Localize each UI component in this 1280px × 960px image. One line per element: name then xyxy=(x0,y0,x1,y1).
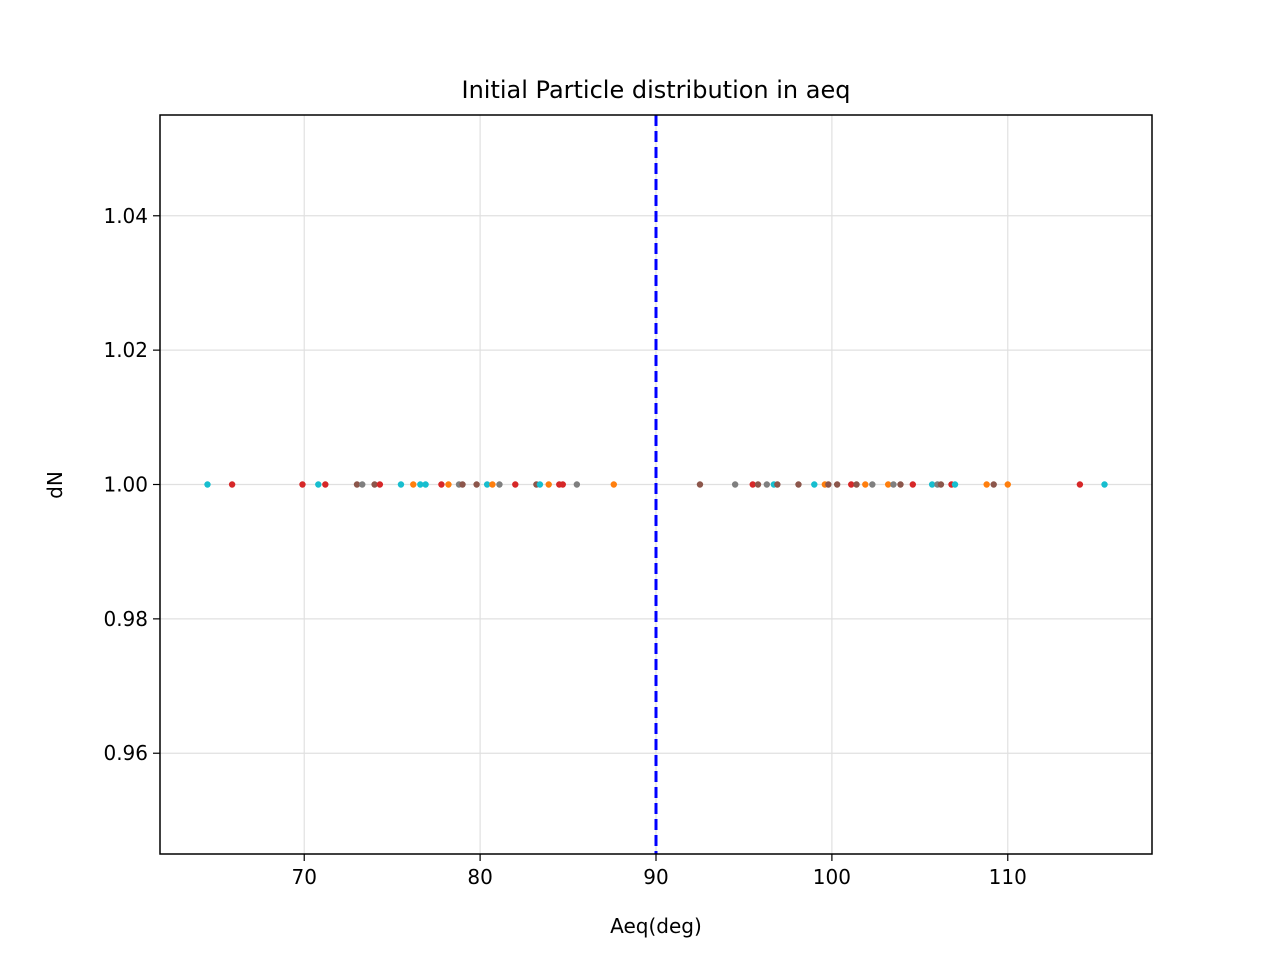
data-point xyxy=(990,481,997,488)
data-point xyxy=(422,481,429,488)
chart-title: Initial Particle distribution in aeq xyxy=(462,76,851,104)
data-point xyxy=(884,481,892,488)
data-point xyxy=(951,481,959,488)
data-point xyxy=(473,481,480,488)
data-point xyxy=(359,481,366,488)
data-point xyxy=(754,481,762,488)
data-point xyxy=(749,481,756,488)
data-point xyxy=(371,481,378,488)
y-tick-label: 1.00 xyxy=(103,473,148,497)
data-point xyxy=(1101,481,1108,488)
data-point xyxy=(299,481,306,488)
data-point xyxy=(459,481,466,488)
x-tick-label: 90 xyxy=(643,865,668,889)
data-point xyxy=(1076,481,1084,488)
data-point xyxy=(438,481,445,488)
x-tick-label: 110 xyxy=(989,865,1027,889)
data-point xyxy=(322,481,329,488)
y-tick-label: 1.04 xyxy=(103,204,148,228)
data-point xyxy=(869,481,876,488)
data-point xyxy=(483,481,491,488)
data-point xyxy=(763,481,771,488)
data-point xyxy=(983,481,990,488)
y-tick-label: 1.02 xyxy=(103,338,148,362)
data-point xyxy=(862,481,869,488)
data-point xyxy=(731,481,739,488)
data-point xyxy=(512,481,519,488)
data-point xyxy=(376,481,384,488)
x-tick-label: 80 xyxy=(467,865,492,889)
data-point xyxy=(545,481,552,488)
data-point xyxy=(909,481,916,488)
data-point xyxy=(811,481,818,488)
data-point xyxy=(928,481,936,488)
data-point xyxy=(496,481,503,488)
y-tick-label: 0.98 xyxy=(103,607,148,631)
y-axis-ticks: 0.96 0.98 1.00 1.02 1.04 xyxy=(103,204,160,765)
data-point xyxy=(774,481,781,488)
y-tick-label: 0.96 xyxy=(103,741,148,765)
data-point xyxy=(559,481,566,488)
data-points xyxy=(204,481,1108,488)
x-tick-label: 100 xyxy=(813,865,851,889)
data-point xyxy=(696,481,704,488)
data-point xyxy=(315,481,322,488)
data-point xyxy=(825,481,832,488)
data-point xyxy=(417,481,424,488)
data-point xyxy=(890,481,897,488)
data-point xyxy=(536,481,544,488)
data-point xyxy=(445,481,452,488)
data-point xyxy=(1004,481,1011,488)
y-axis-label: dN xyxy=(43,471,67,499)
data-point xyxy=(410,481,417,488)
x-axis-ticks: 70 80 90 100 110 xyxy=(292,854,1027,889)
data-point xyxy=(610,481,617,488)
data-point xyxy=(853,481,860,488)
data-point xyxy=(848,481,855,488)
x-tick-label: 70 xyxy=(292,865,317,889)
data-point xyxy=(833,481,841,488)
data-point xyxy=(397,481,405,488)
data-point xyxy=(795,481,802,488)
data-point xyxy=(204,481,211,488)
data-point xyxy=(353,481,361,488)
data-point xyxy=(489,481,496,488)
data-point xyxy=(228,481,236,488)
data-point xyxy=(573,481,581,488)
data-point xyxy=(937,481,945,488)
x-axis-label: Aeq(deg) xyxy=(610,914,702,938)
data-point xyxy=(897,481,904,488)
